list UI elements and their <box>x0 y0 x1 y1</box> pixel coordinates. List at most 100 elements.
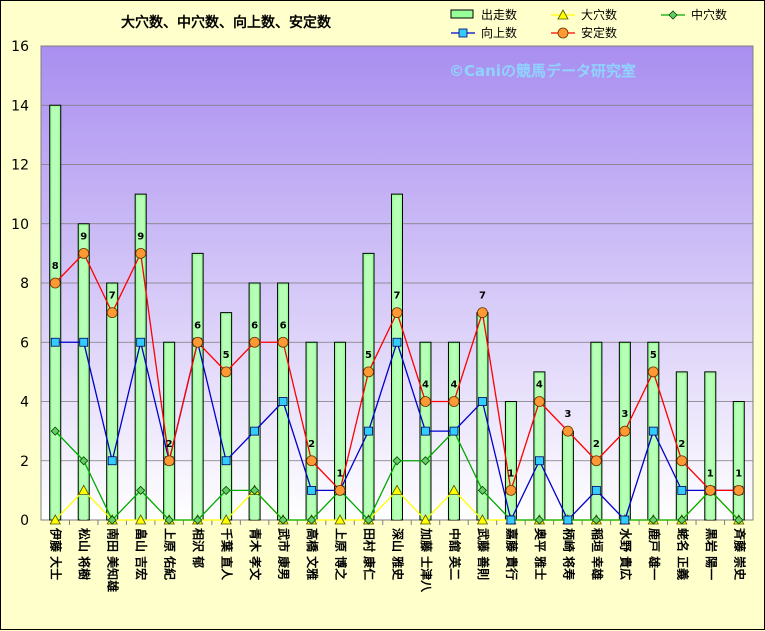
bar-highlight <box>80 225 88 520</box>
marker-安定数 <box>534 396 545 407</box>
data-label: 5 <box>223 350 230 361</box>
category-label: 武藤 善則 <box>476 528 491 580</box>
category-label: 千葉 直人 <box>220 528 235 581</box>
data-label: 9 <box>137 231 144 242</box>
marker-向上数 <box>591 485 601 495</box>
marker-向上数 <box>648 426 658 436</box>
y-tick-label: 6 <box>20 335 29 351</box>
marker-安定数 <box>420 396 431 407</box>
y-tick-label: 4 <box>20 395 29 411</box>
legend-marker-安定数 <box>557 27 569 39</box>
marker-向上数 <box>364 426 373 436</box>
marker-安定数 <box>562 425 574 437</box>
marker-大穴数 <box>78 484 90 495</box>
bar-highlight <box>194 255 202 520</box>
data-label: 4 <box>450 380 457 391</box>
data-label: 7 <box>394 291 401 302</box>
category-label: 南田 美知雄 <box>106 528 121 592</box>
marker-安定数 <box>647 366 659 378</box>
marker-大穴数 <box>49 514 61 525</box>
bar-highlight <box>365 255 373 520</box>
data-label: 3 <box>564 409 571 420</box>
legend-label-大穴数: 大穴数 <box>581 7 617 22</box>
bar-highlight <box>706 373 714 520</box>
x-axis-categories: 伊藤 大士 松山 将樹 南田 美知雄 畠山 吉宏 上原 佑紀 相沢 郁千葉 直人 青木 孝文… <box>49 527 748 593</box>
marker-中穴数 <box>420 456 431 466</box>
category-label: 畠山 吉宏 <box>134 528 149 580</box>
data-label: 5 <box>650 350 657 361</box>
marker-大穴数 <box>391 484 403 495</box>
marker-向上数 <box>278 397 288 406</box>
data-label-layer: 8 9 7 9 2 6 5 6 6 2 1 5 7 4 4 7 1 4 3 2 3 5 2 1 1 <box>52 231 743 479</box>
marker-大穴数 <box>448 484 460 495</box>
bar-highlight <box>592 344 600 520</box>
marker-安定数 <box>135 247 147 259</box>
bar-highlight <box>393 196 401 520</box>
marker-中穴数 <box>221 485 231 495</box>
data-label: 4 <box>536 380 543 391</box>
marker-安定数 <box>334 484 346 496</box>
marker-中穴数 <box>50 426 60 436</box>
bar-highlight <box>108 285 116 520</box>
marker-安定数 <box>163 455 175 467</box>
marker-向上数 <box>506 515 516 525</box>
data-label: 3 <box>621 409 628 420</box>
category-label: 高橋 文雅 <box>305 528 320 580</box>
marker-向上数 <box>392 337 402 347</box>
data-label: 6 <box>251 320 258 331</box>
data-label: 8 <box>52 261 59 272</box>
marker-安定数 <box>619 425 631 437</box>
marker-向上数 <box>250 426 260 436</box>
bar-layer <box>49 104 745 521</box>
bar-highlight <box>51 107 59 520</box>
marker-中穴数 <box>107 515 117 525</box>
data-label: 2 <box>166 439 173 450</box>
data-label: 1 <box>735 468 742 479</box>
marker-中穴数 <box>278 515 288 525</box>
marker-安定数 <box>704 484 716 496</box>
category-label: 黒岩 陽一 <box>704 528 719 580</box>
bar-highlight <box>564 433 572 520</box>
marker-安定数 <box>448 396 460 407</box>
marker-大穴数 <box>476 514 489 525</box>
data-label: 1 <box>707 468 714 479</box>
category-label: 武市 康男 <box>277 528 292 580</box>
bar-highlight <box>678 373 686 520</box>
category-label: 鹿戸 雄一 <box>647 528 662 580</box>
category-label: 田村 康仁 <box>362 528 377 580</box>
category-label: 中舘 英二 <box>447 528 462 580</box>
marker-中穴数 <box>363 515 374 525</box>
marker-向上数 <box>136 337 146 347</box>
marker-中穴数 <box>306 515 317 525</box>
bar-highlight <box>137 196 145 520</box>
category-label: 上原 佑紀 <box>163 528 178 580</box>
marker-安定数 <box>277 336 289 348</box>
marker-中穴数 <box>164 515 174 525</box>
category-label: 青木 孝文 <box>248 528 263 581</box>
marker-中穴数 <box>734 515 744 525</box>
marker-向上数 <box>677 485 687 495</box>
marker-安定数 <box>78 247 90 259</box>
data-label: 9 <box>80 231 87 242</box>
marker-安定数 <box>220 366 232 378</box>
y-tick-label: 0 <box>20 513 29 529</box>
marker-向上数 <box>307 485 316 495</box>
bar-highlight <box>222 314 230 520</box>
legend-label-中穴数: 中穴数 <box>691 7 727 22</box>
bar-highlight <box>478 314 486 520</box>
data-label: 6 <box>194 320 201 331</box>
legend-marker-向上数 <box>458 28 468 38</box>
marker-中穴数 <box>392 456 402 466</box>
marker-安定数 <box>733 484 745 496</box>
category-label: 相沢 郁 <box>191 528 206 568</box>
y-tick-label: 14 <box>11 98 29 114</box>
marker-大穴数 <box>135 514 147 525</box>
grid-lines <box>41 104 753 525</box>
marker-中穴数 <box>534 515 544 525</box>
marker-中穴数 <box>136 485 146 495</box>
data-label: 2 <box>593 439 600 450</box>
category-label: 松山 将樹 <box>77 528 92 580</box>
